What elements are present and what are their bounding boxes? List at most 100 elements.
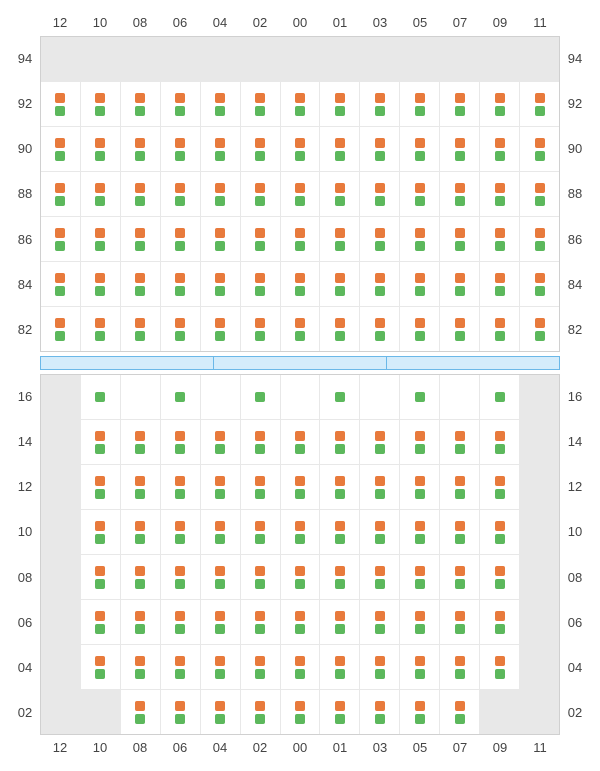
slot-cell[interactable] [281, 645, 321, 689]
slot-cell[interactable] [320, 172, 360, 216]
slot-cell[interactable] [480, 375, 520, 419]
slot-cell[interactable] [81, 172, 121, 216]
slot-cell[interactable] [520, 600, 559, 644]
slot-cell[interactable] [440, 690, 480, 734]
slot-cell[interactable] [360, 555, 400, 599]
slot-cell[interactable] [320, 307, 360, 351]
slot-cell[interactable] [520, 307, 559, 351]
slot-cell[interactable] [440, 82, 480, 126]
slot-cell[interactable] [161, 82, 201, 126]
slot-cell[interactable] [320, 82, 360, 126]
slot-cell[interactable] [81, 465, 121, 509]
slot-cell[interactable] [161, 465, 201, 509]
slot-cell[interactable] [400, 262, 440, 306]
slot-cell[interactable] [360, 645, 400, 689]
slot-cell[interactable] [320, 510, 360, 554]
slot-cell[interactable] [41, 420, 81, 464]
slot-cell[interactable] [440, 375, 480, 419]
slot-cell[interactable] [161, 172, 201, 216]
slot-cell[interactable] [400, 690, 440, 734]
slot-cell[interactable] [201, 420, 241, 464]
slot-cell[interactable] [121, 645, 161, 689]
slot-cell[interactable] [121, 600, 161, 644]
slot-cell[interactable] [320, 217, 360, 261]
slot-cell[interactable] [281, 555, 321, 599]
slot-cell[interactable] [241, 465, 281, 509]
slot-cell[interactable] [161, 555, 201, 599]
slot-cell[interactable] [440, 555, 480, 599]
slot-cell[interactable] [520, 690, 559, 734]
slot-cell[interactable] [81, 262, 121, 306]
slot-cell[interactable] [360, 127, 400, 171]
slot-cell[interactable] [81, 555, 121, 599]
slot-cell[interactable] [360, 217, 400, 261]
slot-cell[interactable] [201, 82, 241, 126]
slot-cell[interactable] [161, 37, 201, 81]
slot-cell[interactable] [320, 262, 360, 306]
slot-cell[interactable] [281, 82, 321, 126]
slot-cell[interactable] [201, 307, 241, 351]
slot-cell[interactable] [360, 172, 400, 216]
slot-cell[interactable] [400, 510, 440, 554]
slot-cell[interactable] [440, 37, 480, 81]
slot-cell[interactable] [400, 375, 440, 419]
slot-cell[interactable] [320, 645, 360, 689]
slot-cell[interactable] [480, 37, 520, 81]
slot-cell[interactable] [161, 217, 201, 261]
slot-cell[interactable] [41, 262, 81, 306]
slot-cell[interactable] [320, 37, 360, 81]
slot-cell[interactable] [241, 510, 281, 554]
slot-cell[interactable] [360, 375, 400, 419]
slot-cell[interactable] [241, 82, 281, 126]
slot-cell[interactable] [360, 600, 400, 644]
slot-cell[interactable] [281, 375, 321, 419]
slot-cell[interactable] [41, 307, 81, 351]
slot-cell[interactable] [520, 555, 559, 599]
slot-cell[interactable] [161, 690, 201, 734]
slot-cell[interactable] [241, 217, 281, 261]
slot-cell[interactable] [41, 600, 81, 644]
slot-cell[interactable] [81, 82, 121, 126]
slot-cell[interactable] [41, 172, 81, 216]
slot-cell[interactable] [121, 690, 161, 734]
slot-cell[interactable] [520, 420, 559, 464]
slot-cell[interactable] [281, 217, 321, 261]
slot-cell[interactable] [121, 127, 161, 171]
slot-cell[interactable] [480, 262, 520, 306]
slot-cell[interactable] [201, 217, 241, 261]
slot-cell[interactable] [320, 127, 360, 171]
slot-cell[interactable] [520, 645, 559, 689]
slot-cell[interactable] [41, 645, 81, 689]
slot-cell[interactable] [241, 645, 281, 689]
slot-cell[interactable] [320, 600, 360, 644]
slot-cell[interactable] [41, 217, 81, 261]
slot-cell[interactable] [161, 375, 201, 419]
slot-cell[interactable] [201, 600, 241, 644]
slot-cell[interactable] [360, 690, 400, 734]
slot-cell[interactable] [520, 510, 559, 554]
slot-cell[interactable] [81, 375, 121, 419]
slot-cell[interactable] [281, 127, 321, 171]
slot-cell[interactable] [161, 600, 201, 644]
slot-cell[interactable] [121, 82, 161, 126]
slot-cell[interactable] [241, 262, 281, 306]
slot-cell[interactable] [480, 465, 520, 509]
slot-cell[interactable] [480, 172, 520, 216]
slot-cell[interactable] [161, 127, 201, 171]
slot-cell[interactable] [360, 465, 400, 509]
slot-cell[interactable] [360, 420, 400, 464]
slot-cell[interactable] [400, 217, 440, 261]
slot-cell[interactable] [161, 645, 201, 689]
slot-cell[interactable] [81, 127, 121, 171]
slot-cell[interactable] [480, 217, 520, 261]
slot-cell[interactable] [400, 465, 440, 509]
slot-cell[interactable] [241, 307, 281, 351]
slot-cell[interactable] [121, 375, 161, 419]
slot-cell[interactable] [520, 217, 559, 261]
slot-cell[interactable] [320, 375, 360, 419]
slot-cell[interactable] [520, 82, 559, 126]
slot-cell[interactable] [360, 37, 400, 81]
slot-cell[interactable] [440, 420, 480, 464]
slot-cell[interactable] [81, 645, 121, 689]
slot-cell[interactable] [201, 510, 241, 554]
